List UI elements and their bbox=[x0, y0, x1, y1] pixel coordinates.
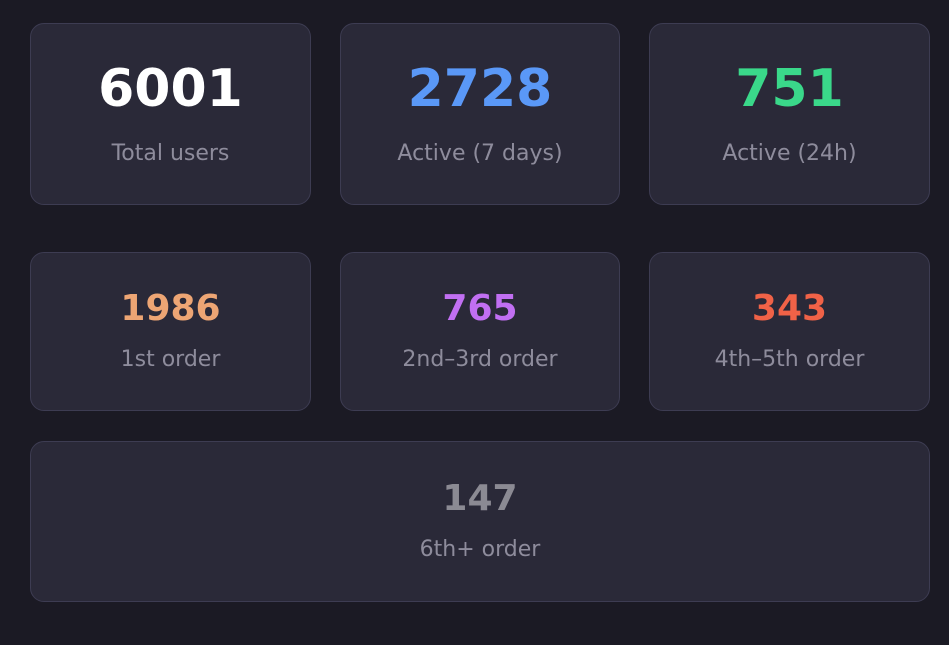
stat-card-total-users: 6001 Total users bbox=[30, 23, 311, 205]
order-label: 2nd–3rd order bbox=[402, 347, 558, 372]
order-label: 6th+ order bbox=[419, 537, 541, 562]
stat-value: 2728 bbox=[407, 58, 553, 119]
order-value: 1986 bbox=[120, 288, 221, 329]
stat-card-active-24h: 751 Active (24h) bbox=[649, 23, 930, 205]
order-card-second-third: 765 2nd–3rd order bbox=[340, 252, 620, 411]
stat-card-active-7-days: 2728 Active (7 days) bbox=[340, 23, 620, 205]
order-value: 343 bbox=[751, 288, 828, 329]
stat-label: Active (24h) bbox=[722, 140, 857, 166]
order-label: 1st order bbox=[120, 347, 221, 372]
order-card-first: 1986 1st order bbox=[30, 252, 311, 411]
order-card-fourth-fifth: 343 4th–5th order bbox=[649, 252, 930, 411]
order-value: 147 bbox=[442, 478, 518, 519]
order-card-sixth-plus: 147 6th+ order bbox=[30, 441, 930, 602]
order-label: 4th–5th order bbox=[714, 347, 865, 372]
order-value: 765 bbox=[442, 288, 518, 329]
stat-label: Active (7 days) bbox=[397, 140, 563, 166]
stat-label: Total users bbox=[111, 140, 230, 166]
stat-value: 751 bbox=[735, 58, 844, 119]
stat-value: 6001 bbox=[98, 58, 243, 119]
